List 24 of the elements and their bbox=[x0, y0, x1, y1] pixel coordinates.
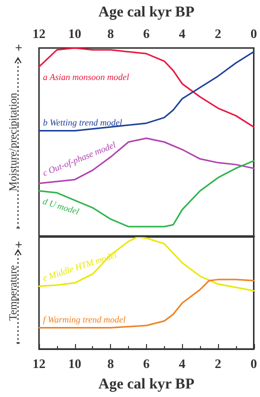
x-tick-label: 10 bbox=[68, 26, 82, 41]
text: + bbox=[15, 40, 22, 55]
x-tick-label: 0 bbox=[250, 26, 257, 41]
x-tick-label: 4 bbox=[178, 356, 186, 371]
y-axis-title: Moisture/precipitation bbox=[8, 92, 20, 192]
x-tick-label: 0 bbox=[250, 356, 257, 371]
x-tick-label: 10 bbox=[68, 356, 82, 371]
x-tick-label: 8 bbox=[107, 356, 114, 371]
text: + bbox=[15, 237, 22, 252]
x-tick-label: 12 bbox=[32, 26, 46, 41]
series-label: f Warming trend model bbox=[43, 314, 126, 325]
x-tick-label: 6 bbox=[143, 26, 150, 41]
x-axis-title: Age cal kyr BP bbox=[98, 376, 194, 392]
x-tick-label: 4 bbox=[178, 26, 186, 41]
series-label: a Asian monsoon model bbox=[43, 72, 130, 82]
y-axis-title: Temperature bbox=[8, 265, 20, 321]
x-tick-label: 2 bbox=[214, 26, 222, 41]
x-axis-title: Age cal kyr BP bbox=[98, 4, 194, 20]
x-tick-label: 6 bbox=[143, 356, 150, 371]
x-tick-label: 12 bbox=[32, 356, 46, 371]
text: d U model bbox=[42, 196, 81, 217]
series-label: b Wetting trend model bbox=[43, 118, 123, 128]
x-tick-label: 8 bbox=[107, 26, 114, 41]
x-tick-label: 2 bbox=[214, 356, 222, 371]
